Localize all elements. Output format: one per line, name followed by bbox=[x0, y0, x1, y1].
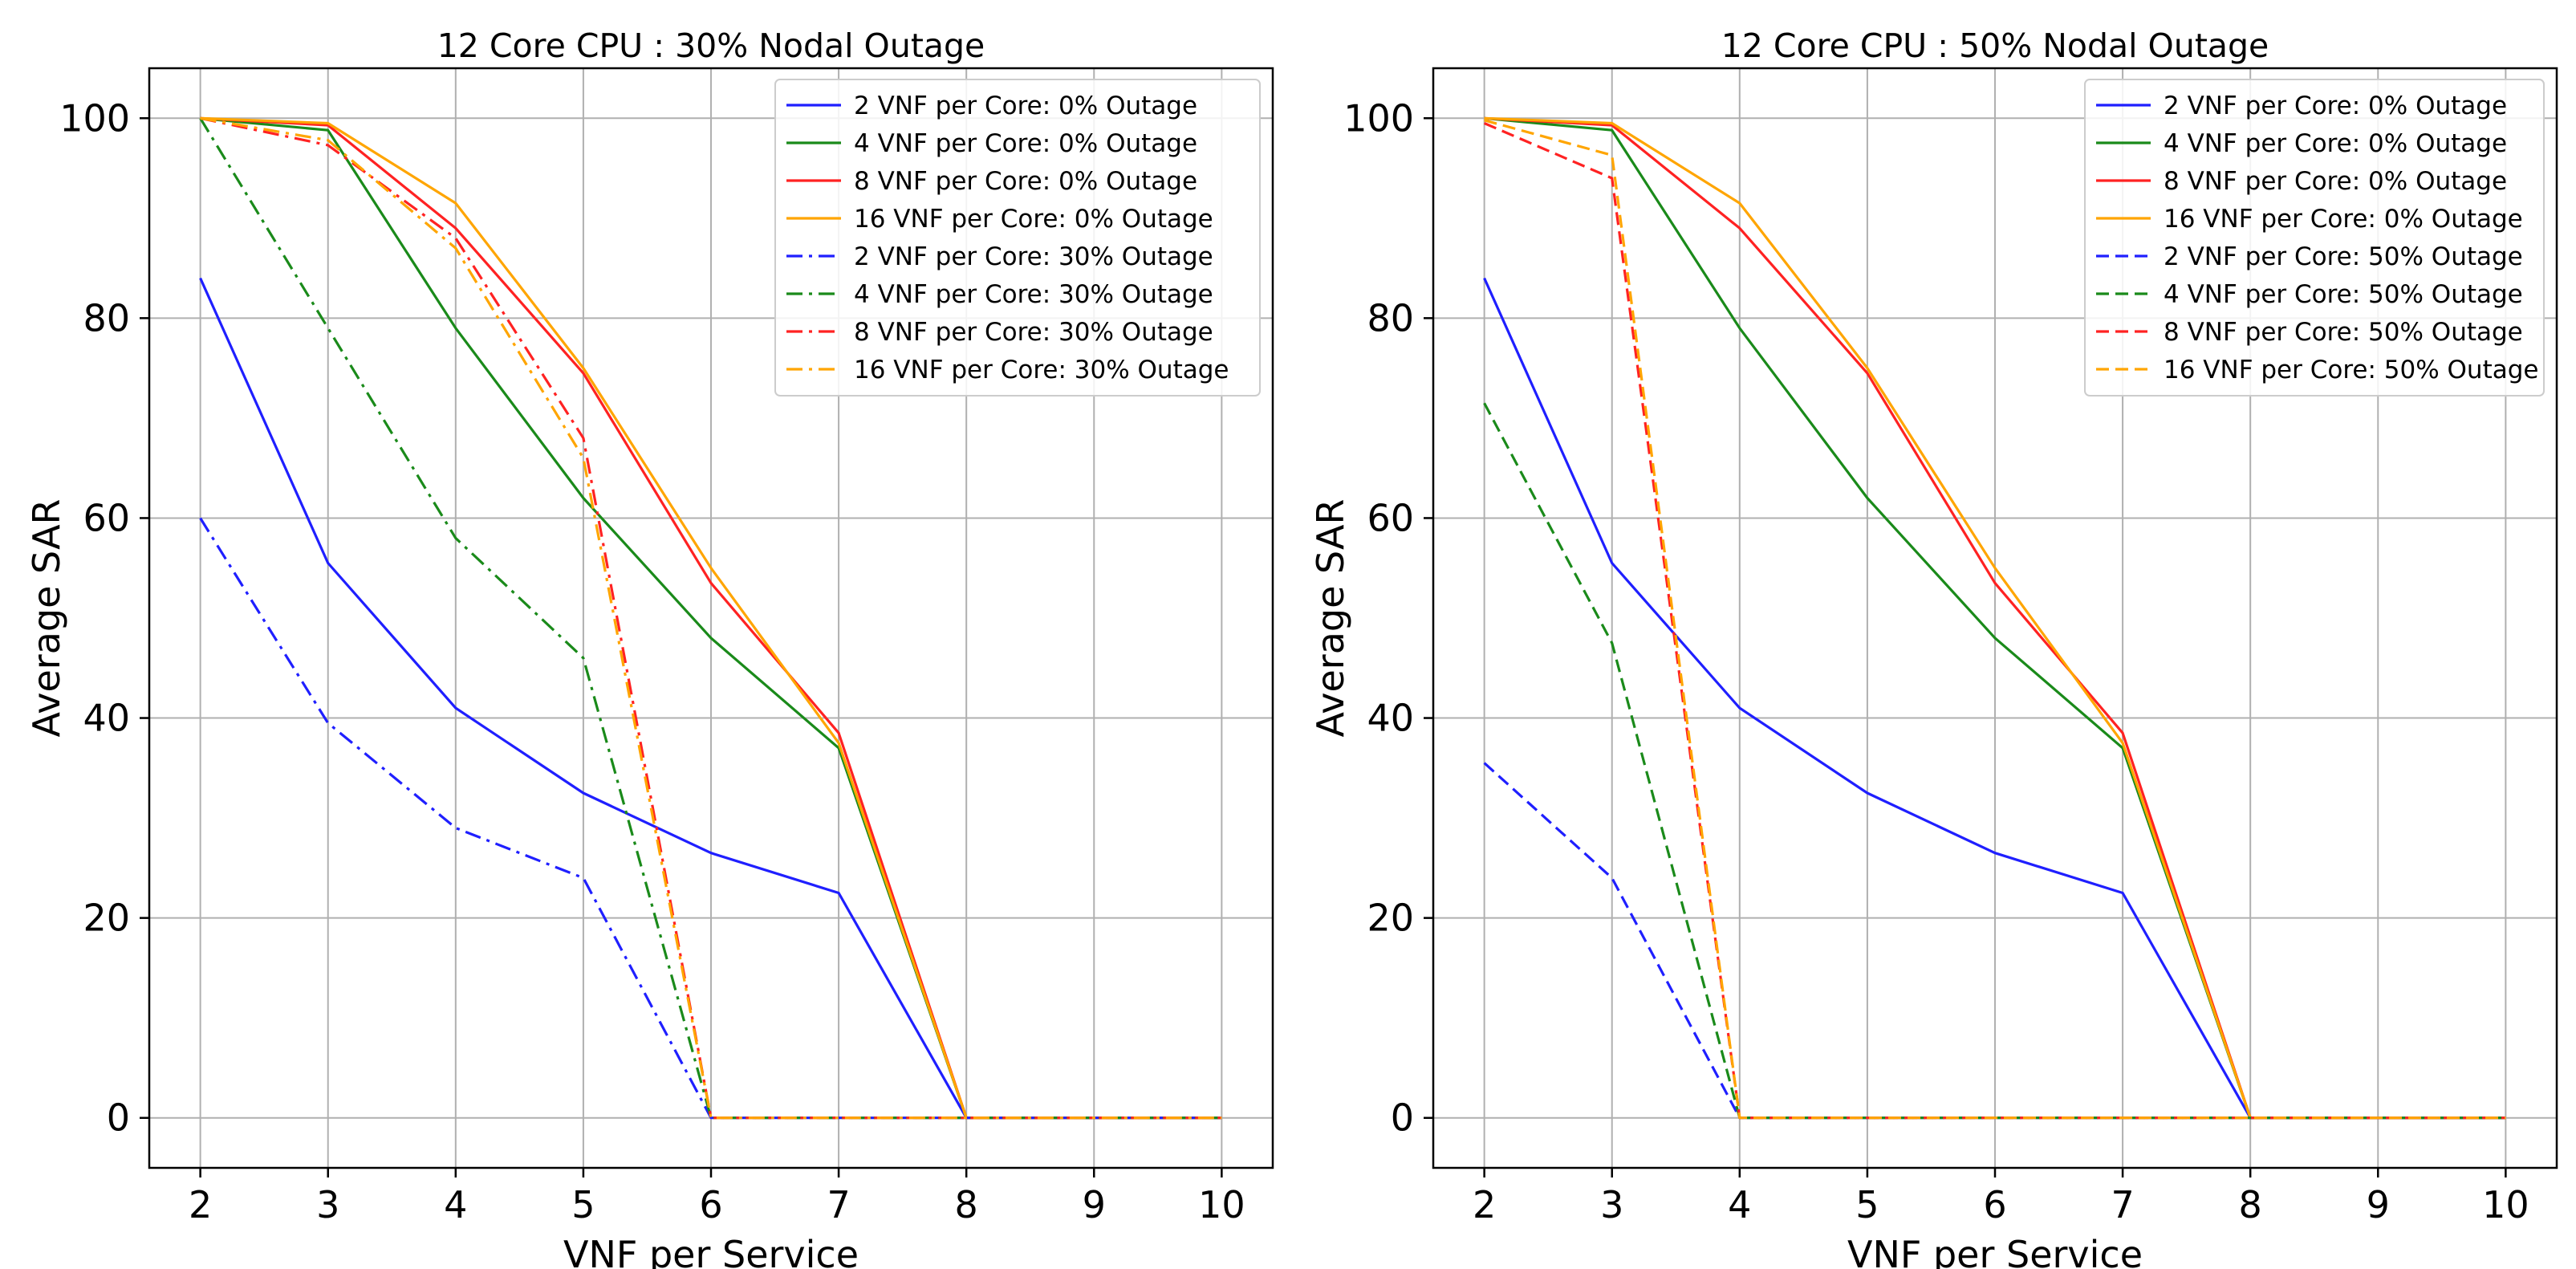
y-tick-label: 60 bbox=[1367, 496, 1414, 539]
y-tick-label: 60 bbox=[83, 496, 130, 539]
legend-box bbox=[2084, 79, 2545, 397]
y-axis-label: Average SAR bbox=[25, 498, 68, 737]
x-tick-label: 4 bbox=[444, 1183, 467, 1226]
x-tick-label: 5 bbox=[1855, 1183, 1879, 1226]
y-tick-label: 40 bbox=[83, 697, 130, 740]
legend-entry: 2 VNF per Core: 0% Outage bbox=[854, 92, 1197, 120]
legend-entry: 2 VNF per Core: 30% Outage bbox=[854, 242, 1213, 271]
x-tick-label: 5 bbox=[571, 1183, 595, 1226]
chart-title: 12 Core CPU : 50% Nodal Outage bbox=[1721, 26, 2269, 65]
legend-entry: 2 VNF per Core: 50% Outage bbox=[2164, 242, 2523, 271]
legend-entry: 4 VNF per Core: 50% Outage bbox=[2164, 280, 2523, 309]
x-tick-label: 6 bbox=[699, 1183, 722, 1226]
y-tick-label: 100 bbox=[59, 96, 130, 140]
y-tick-label: 0 bbox=[107, 1096, 130, 1140]
legend: 2 VNF per Core: 0% Outage 4 VNF per Core:… bbox=[2084, 79, 2545, 397]
x-tick-label: 10 bbox=[1198, 1183, 1245, 1226]
x-tick-label: 6 bbox=[1983, 1183, 2006, 1226]
x-tick-label: 8 bbox=[955, 1183, 978, 1226]
legend-entry: 2 VNF per Core: 0% Outage bbox=[2164, 92, 2507, 120]
y-axis-label: Average SAR bbox=[1309, 498, 1352, 737]
series-line-8 bbox=[200, 116, 1222, 1120]
y-tick-label: 100 bbox=[1343, 96, 1414, 140]
chart-title: 12 Core CPU : 30% Nodal Outage bbox=[437, 26, 985, 65]
legend-entry: 8 VNF per Core: 30% Outage bbox=[854, 318, 1213, 347]
legend-entry: 4 VNF per Core: 0% Outage bbox=[2164, 129, 2507, 158]
legend-entry: 4 VNF per Core: 30% Outage bbox=[854, 280, 1213, 309]
legend-entry: 16 VNF per Core: 50% Outage bbox=[2164, 356, 2538, 384]
y-tick-label: 0 bbox=[1391, 1096, 1414, 1140]
y-tick-label: 80 bbox=[83, 296, 130, 340]
x-tick-label: 2 bbox=[189, 1183, 212, 1226]
legend-box bbox=[774, 79, 1261, 397]
x-axis-label: VNF per Service bbox=[563, 1233, 859, 1269]
legend-entry: 4 VNF per Core: 0% Outage bbox=[854, 129, 1197, 158]
y-tick-label: 20 bbox=[83, 897, 130, 940]
x-tick-label: 10 bbox=[2482, 1183, 2529, 1226]
y-tick-label: 40 bbox=[1367, 697, 1414, 740]
legend-entry: 16 VNF per Core: 30% Outage bbox=[854, 356, 1229, 384]
legend-entry: 8 VNF per Core: 50% Outage bbox=[2164, 318, 2523, 347]
x-tick-label: 2 bbox=[1473, 1183, 1496, 1226]
x-tick-label: 7 bbox=[827, 1183, 850, 1226]
x-tick-label: 9 bbox=[1083, 1183, 1106, 1226]
legend: 2 VNF per Core: 0% Outage 4 VNF per Core:… bbox=[774, 79, 1261, 397]
legend-entry: 8 VNF per Core: 0% Outage bbox=[854, 167, 1197, 196]
y-tick-label: 20 bbox=[1367, 897, 1414, 940]
y-tick-label: 80 bbox=[1367, 296, 1414, 340]
x-tick-label: 3 bbox=[1600, 1183, 1623, 1226]
x-tick-label: 8 bbox=[2239, 1183, 2262, 1226]
legend-entry: 16 VNF per Core: 0% Outage bbox=[854, 205, 1213, 234]
legend-entry: 8 VNF per Core: 0% Outage bbox=[2164, 167, 2507, 196]
x-tick-label: 4 bbox=[1728, 1183, 1751, 1226]
series-line-8 bbox=[1484, 119, 2506, 1120]
x-axis-label: VNF per Service bbox=[1847, 1233, 2143, 1269]
x-tick-label: 3 bbox=[316, 1183, 339, 1226]
legend-entry: 16 VNF per Core: 0% Outage bbox=[2164, 205, 2523, 234]
x-tick-label: 9 bbox=[2367, 1183, 2390, 1226]
x-tick-label: 7 bbox=[2111, 1183, 2134, 1226]
